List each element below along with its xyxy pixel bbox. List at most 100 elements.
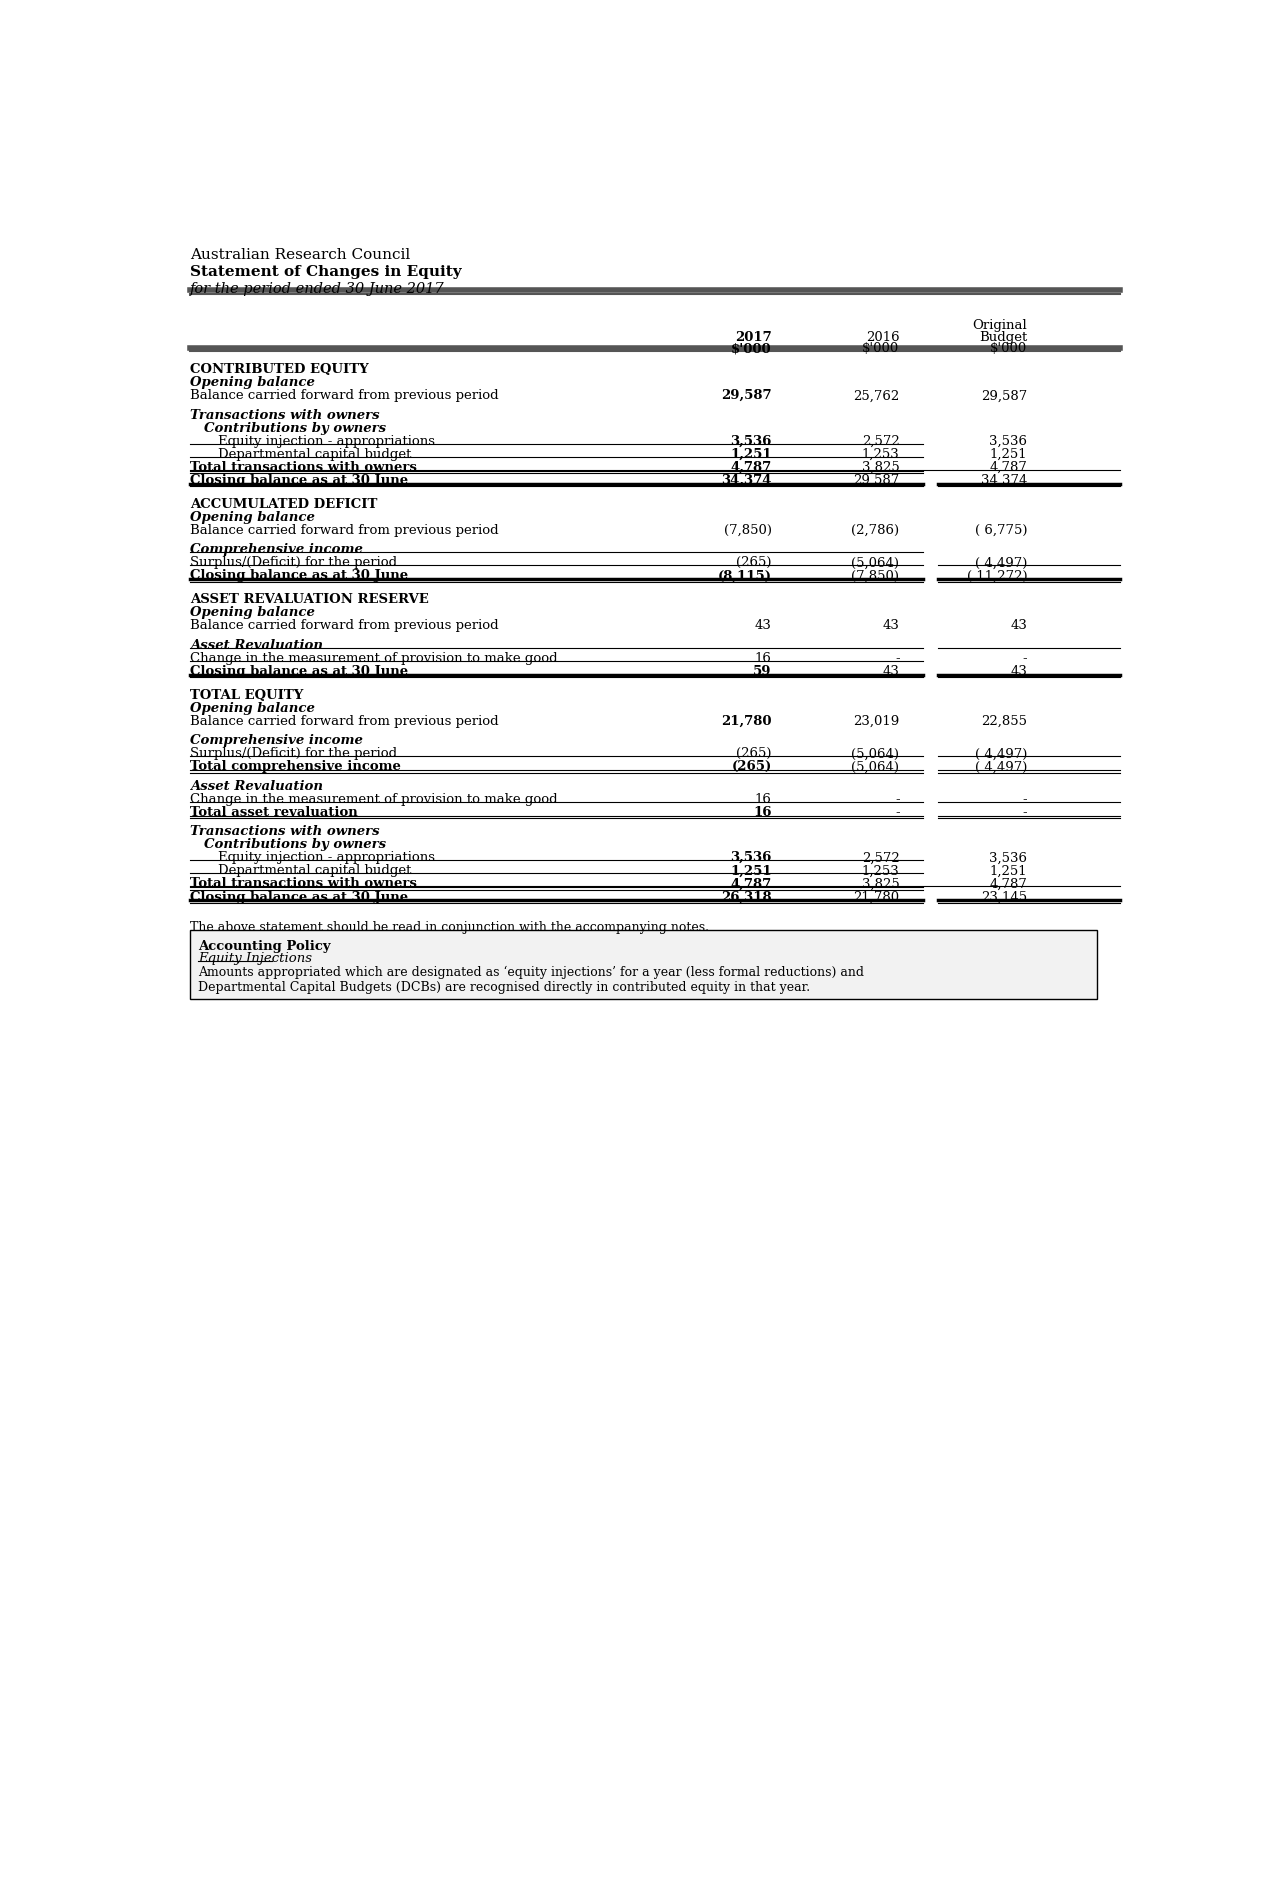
Text: 25,762: 25,762: [853, 389, 899, 402]
Text: 4,787: 4,787: [731, 461, 771, 474]
Text: -: -: [1023, 805, 1028, 818]
Text: 43: 43: [1011, 620, 1028, 633]
Text: (5,064): (5,064): [852, 759, 899, 773]
Text: Opening balance: Opening balance: [190, 376, 315, 389]
Text: Transactions with owners: Transactions with owners: [190, 825, 380, 837]
Text: (2,786): (2,786): [852, 523, 899, 536]
Text: 34,374: 34,374: [722, 474, 771, 487]
Text: Total transactions with owners: Total transactions with owners: [190, 876, 417, 890]
Text: TOTAL EQUITY: TOTAL EQUITY: [190, 688, 303, 701]
Text: 4,787: 4,787: [989, 461, 1028, 474]
Text: 43: 43: [882, 620, 899, 633]
Text: 2,572: 2,572: [862, 434, 899, 448]
Text: 1,251: 1,251: [989, 863, 1028, 876]
Text: Comprehensive income: Comprehensive income: [190, 733, 363, 746]
Text: -: -: [1023, 791, 1028, 805]
Text: -: -: [895, 805, 899, 818]
Text: Opening balance: Opening balance: [190, 701, 315, 714]
Text: The above statement should be read in conjunction with the accompanying notes.: The above statement should be read in co…: [190, 920, 709, 933]
Text: (5,064): (5,064): [852, 746, 899, 759]
Text: 21,780: 21,780: [722, 714, 771, 727]
Text: Balance carried forward from previous period: Balance carried forward from previous pe…: [190, 523, 499, 536]
Text: Contributions by owners: Contributions by owners: [204, 421, 386, 434]
Text: Equity Injections: Equity Injections: [198, 952, 312, 965]
Text: ASSET REVALUATION RESERVE: ASSET REVALUATION RESERVE: [190, 593, 430, 606]
Text: Surplus/(Deficit) for the period: Surplus/(Deficit) for the period: [190, 746, 398, 759]
Text: 21,780: 21,780: [853, 890, 899, 903]
Text: -: -: [895, 652, 899, 665]
Text: CONTRIBUTED EQUITY: CONTRIBUTED EQUITY: [190, 363, 370, 376]
Text: 22,855: 22,855: [982, 714, 1028, 727]
Text: 3,536: 3,536: [731, 434, 771, 448]
Text: 1,253: 1,253: [862, 863, 899, 876]
Text: 16: 16: [755, 791, 771, 805]
Text: 3,825: 3,825: [862, 461, 899, 474]
Text: ( 4,497): ( 4,497): [975, 746, 1028, 759]
Text: Equity injection - appropriations: Equity injection - appropriations: [218, 434, 435, 448]
Text: Asset Revaluation: Asset Revaluation: [190, 638, 324, 652]
Text: Total transactions with owners: Total transactions with owners: [190, 461, 417, 474]
Text: Total comprehensive income: Total comprehensive income: [190, 759, 402, 773]
Text: (7,850): (7,850): [852, 569, 899, 582]
Text: 26,318: 26,318: [720, 890, 771, 903]
Text: Original: Original: [973, 319, 1028, 332]
Text: (265): (265): [736, 746, 771, 759]
Text: 4,787: 4,787: [989, 876, 1028, 890]
Text: Balance carried forward from previous period: Balance carried forward from previous pe…: [190, 714, 499, 727]
Text: 23,145: 23,145: [982, 890, 1028, 903]
Text: 29,587: 29,587: [853, 474, 899, 487]
Text: -: -: [1023, 652, 1028, 665]
Text: 3,536: 3,536: [989, 850, 1028, 863]
Text: 1,251: 1,251: [989, 448, 1028, 461]
Text: 43: 43: [882, 665, 899, 678]
Text: Accounting Policy: Accounting Policy: [198, 939, 330, 952]
Text: Total asset revaluation: Total asset revaluation: [190, 805, 358, 818]
Text: 3,825: 3,825: [862, 876, 899, 890]
Text: (265): (265): [732, 759, 771, 773]
Text: ( 11,272): ( 11,272): [966, 569, 1028, 582]
Text: 23,019: 23,019: [853, 714, 899, 727]
Text: 43: 43: [1011, 665, 1028, 678]
Text: Equity injection - appropriations: Equity injection - appropriations: [218, 850, 435, 863]
Text: 16: 16: [754, 805, 771, 818]
Text: Amounts appropriated which are designated as ‘equity injections’ for a year (les: Amounts appropriated which are designate…: [198, 965, 864, 994]
Text: Closing balance as at 30 June: Closing balance as at 30 June: [190, 890, 408, 903]
Text: 2016: 2016: [866, 331, 899, 344]
Text: Departmental capital budget: Departmental capital budget: [218, 448, 412, 461]
Text: ( 4,497): ( 4,497): [975, 759, 1028, 773]
Text: 1,251: 1,251: [731, 863, 771, 876]
Text: 34,374: 34,374: [980, 474, 1028, 487]
Text: 59: 59: [754, 665, 771, 678]
Text: Budget: Budget: [979, 331, 1028, 344]
Text: Comprehensive income: Comprehensive income: [190, 542, 363, 555]
Text: $'000: $'000: [991, 342, 1028, 355]
Text: (5,064): (5,064): [852, 555, 899, 569]
Text: Australian Research Council: Australian Research Council: [190, 247, 411, 263]
Text: Statement of Changes in Equity: Statement of Changes in Equity: [190, 264, 462, 280]
Text: (265): (265): [736, 555, 771, 569]
Text: Balance carried forward from previous period: Balance carried forward from previous pe…: [190, 620, 499, 633]
Text: ( 6,775): ( 6,775): [975, 523, 1028, 536]
Text: $'000: $'000: [731, 342, 771, 355]
Text: Change in the measurement of provision to make good: Change in the measurement of provision t…: [190, 652, 558, 665]
Text: Opening balance: Opening balance: [190, 606, 315, 620]
Text: Transactions with owners: Transactions with owners: [190, 408, 380, 421]
Text: Surplus/(Deficit) for the period: Surplus/(Deficit) for the period: [190, 555, 398, 569]
FancyBboxPatch shape: [190, 929, 1096, 999]
Text: -: -: [895, 791, 899, 805]
Text: 2,572: 2,572: [862, 850, 899, 863]
Text: 29,587: 29,587: [982, 389, 1028, 402]
Text: Departmental capital budget: Departmental capital budget: [218, 863, 412, 876]
Text: ACCUMULATED DEFICIT: ACCUMULATED DEFICIT: [190, 497, 377, 510]
Text: for the period ended 30 June 2017: for the period ended 30 June 2017: [190, 281, 445, 297]
Text: 3,536: 3,536: [989, 434, 1028, 448]
Text: (8,115): (8,115): [718, 569, 771, 582]
Text: Change in the measurement of provision to make good: Change in the measurement of provision t…: [190, 791, 558, 805]
Text: 1,251: 1,251: [731, 448, 771, 461]
Text: 43: 43: [755, 620, 771, 633]
Text: 4,787: 4,787: [731, 876, 771, 890]
Text: Opening balance: Opening balance: [190, 510, 315, 523]
Text: Contributions by owners: Contributions by owners: [204, 837, 386, 850]
Text: Balance carried forward from previous period: Balance carried forward from previous pe…: [190, 389, 499, 402]
Text: 3,536: 3,536: [731, 850, 771, 863]
